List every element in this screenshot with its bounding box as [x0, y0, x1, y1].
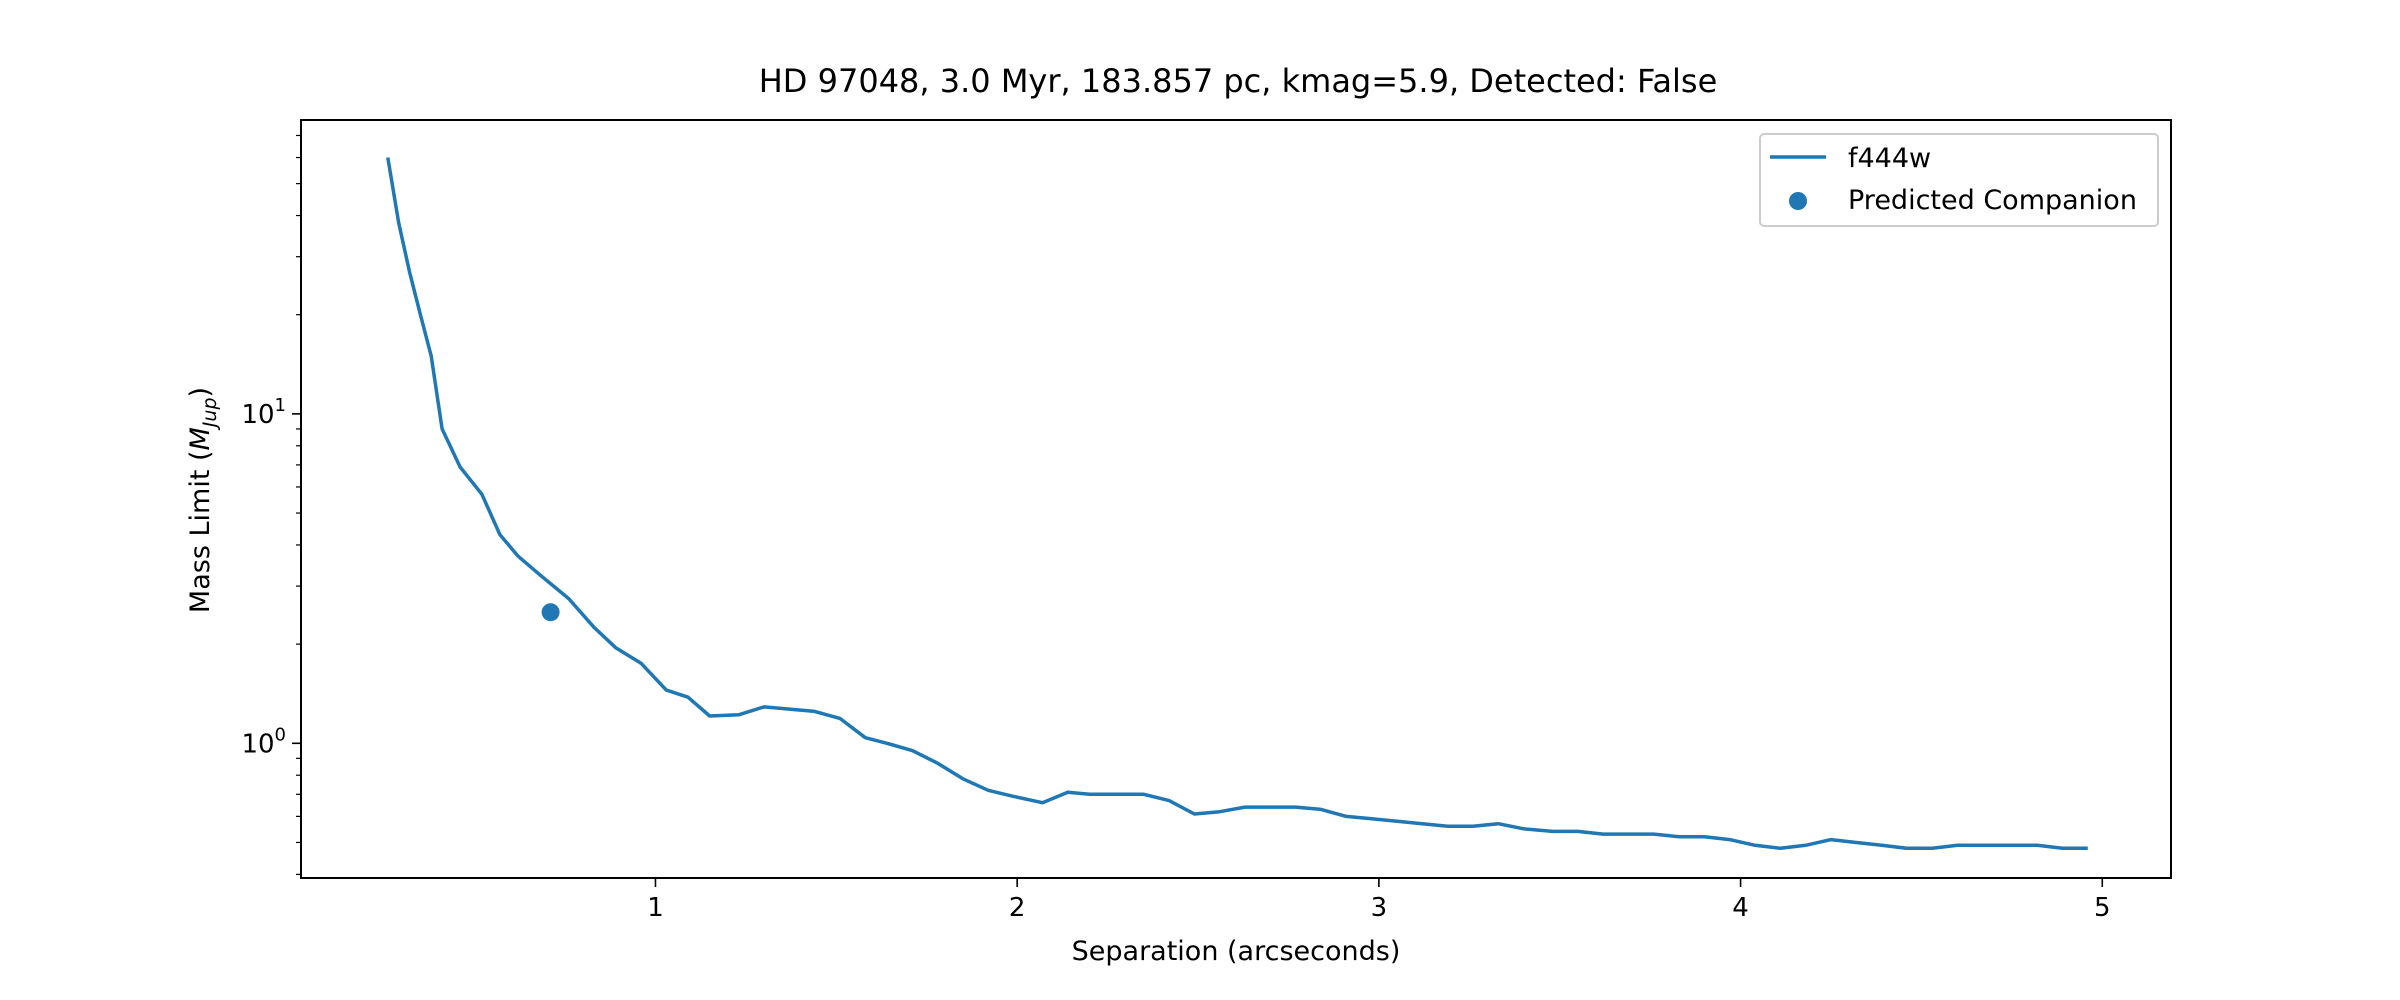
axes-frame	[300, 119, 2172, 879]
predicted-companion-point	[541, 603, 560, 622]
x-tick-label: 2	[1009, 893, 1026, 923]
legend-label-predicted-companion: Predicted Companion	[1848, 185, 2137, 216]
x-axis-ticks: 1 2 3 4 5	[647, 878, 2111, 923]
x-tick-label: 1	[647, 893, 664, 923]
y-tick-label: 101	[241, 395, 286, 430]
chart-title: HD 97048, 3.0 Myr, 183.857 pc, kmag=5.9,…	[759, 62, 1718, 100]
plot-area	[386, 157, 2088, 851]
y-axis-label: Mass Limit (MJup)	[185, 387, 221, 613]
x-axis-label: Separation (arcseconds)	[1072, 936, 1401, 967]
legend-frame	[1759, 133, 2159, 227]
f444w-series-line	[386, 157, 2088, 851]
x-tick-label: 3	[1371, 893, 1388, 923]
x-tick-label: 4	[1732, 893, 1749, 923]
legend: f444w Predicted Companion	[1759, 133, 2159, 227]
legend-dot-marker	[1789, 192, 1807, 210]
legend-label-f444w: f444w	[1848, 143, 1931, 174]
x-tick-label: 5	[2094, 893, 2111, 923]
y-tick-label: 100	[241, 724, 286, 759]
